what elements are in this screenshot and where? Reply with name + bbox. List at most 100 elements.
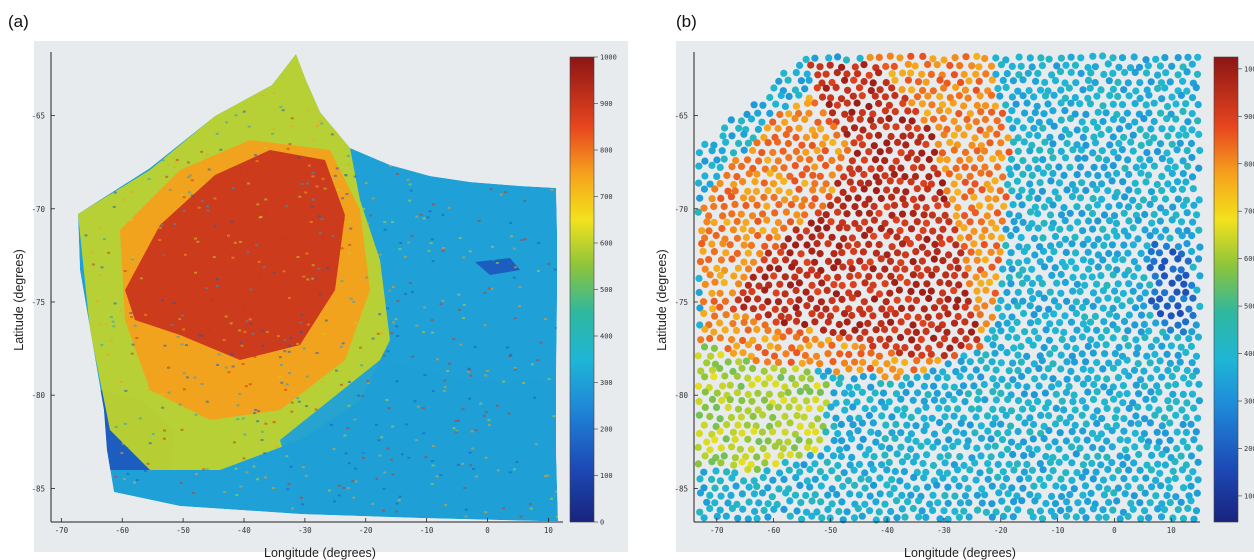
data-point [961,398,969,406]
data-point [780,475,788,483]
data-point [1114,92,1122,100]
data-point [1021,109,1029,117]
data-point [798,171,806,179]
colorbar-tick-label: 500 [1244,303,1254,311]
data-point [997,123,1005,131]
swath-texel [356,394,360,397]
data-point [811,446,819,454]
data-point [935,312,943,320]
data-point [793,412,801,420]
data-point [935,468,944,476]
data-point [814,288,822,296]
data-point [1171,458,1179,466]
data-point [822,305,830,313]
swath-texel [288,143,292,146]
data-point [1007,438,1016,446]
colorbar-tick-label: 1000 [600,54,617,62]
data-point [1057,270,1065,279]
data-point [934,140,943,148]
data-point [902,141,910,149]
data-point [1062,248,1070,257]
swath-texel [233,241,237,244]
data-point [1183,147,1191,155]
data-point [1015,192,1023,201]
swath-texel [348,221,352,224]
data-point [798,515,806,523]
swath-texel [205,400,209,403]
data-point [931,195,939,203]
data-point [1097,86,1105,94]
data-point [713,389,721,397]
swath-texel [389,164,393,167]
data-point [1061,107,1069,115]
data-point [818,93,827,101]
chart-a: (a) -70 -60 -50 -40 -30 -20 -10 0 10-65-70-75-80… [8,12,628,560]
swath-texel [430,319,434,322]
data-point [753,453,761,461]
data-point [1109,304,1117,312]
data-point [931,240,939,248]
data-point [853,240,862,249]
data-point [1154,71,1162,79]
data-point [924,92,932,100]
data-point [748,212,757,220]
data-point [940,335,949,343]
colorbar-tick-label: 600 [1244,255,1254,263]
data-point [721,297,730,305]
data-point [753,201,761,209]
swath-texel [174,404,178,407]
data-point [834,461,842,470]
data-point [888,243,896,251]
data-point [1168,295,1176,303]
data-point [1089,443,1097,452]
data-point [744,465,752,474]
swath-texel [175,158,179,161]
data-point [802,55,810,64]
data-point [1129,196,1137,204]
data-point [914,138,922,146]
swath-texel [478,262,482,265]
data-point [871,92,879,100]
data-point [701,265,709,273]
data-point [1184,53,1192,61]
data-point [801,211,809,219]
data-point [774,265,783,273]
data-point [1014,87,1022,95]
data-point [711,278,719,286]
swath-texel [276,440,280,443]
data-point [1147,125,1155,133]
data-point [898,210,907,218]
data-point [1019,484,1027,492]
data-point [896,54,904,62]
data-point [1003,288,1011,297]
data-point [956,62,964,70]
data-point [1007,170,1015,178]
data-point [728,504,737,513]
data-point [861,200,869,208]
data-point [824,240,832,248]
data-point [1045,412,1053,420]
data-point [940,352,948,360]
swath-texel [365,276,369,279]
swath-texel [335,167,339,170]
data-point [860,77,868,86]
data-point [991,333,999,342]
swath-texel [279,363,283,366]
data-point [1155,438,1163,446]
data-point [935,216,943,224]
data-point [944,483,952,491]
swath-texel [389,458,393,461]
data-point [910,473,918,481]
data-point [881,280,889,288]
swath-texel [548,519,552,521]
data-point [738,364,746,372]
swath-texel [274,445,278,448]
data-point [1024,69,1032,77]
data-point [802,227,811,235]
swath-texel [179,481,183,484]
data-point [879,389,888,397]
data-point [1103,281,1111,289]
data-point [1023,460,1031,468]
data-point [716,364,724,372]
data-point [824,318,832,326]
